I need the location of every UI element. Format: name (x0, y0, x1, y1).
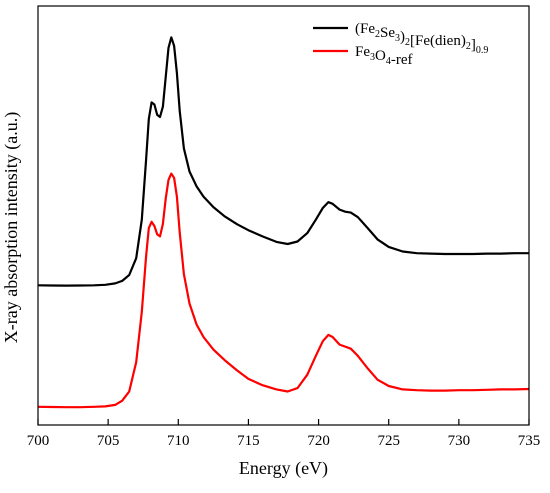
x-tick-label: 720 (307, 433, 330, 449)
x-tick-label: 715 (237, 433, 260, 449)
series-line-1 (37, 36, 529, 287)
x-tick-label: 705 (97, 433, 120, 449)
x-tick-label: 700 (27, 433, 50, 449)
x-tick-label: 725 (377, 433, 400, 449)
series-layer (37, 36, 530, 409)
ticks-layer: 700 705 710 715 720 725 730 735 (27, 419, 541, 449)
series-line-2 (37, 172, 530, 409)
y-axis-label: X-ray absorption intensity (a.u.) (1, 112, 22, 343)
x-tick-label: 735 (518, 433, 541, 449)
x-axis-label: Energy (eV) (239, 458, 328, 479)
x-tick-label: 710 (167, 433, 190, 449)
legend-label-2: Fe3O4-ref (355, 44, 413, 68)
x-tick-label: 730 (448, 433, 471, 449)
legend-label-1: (Fe2Se3)2[Fe(dien)2]0.9 (355, 21, 488, 56)
plot-frame (37, 5, 530, 426)
